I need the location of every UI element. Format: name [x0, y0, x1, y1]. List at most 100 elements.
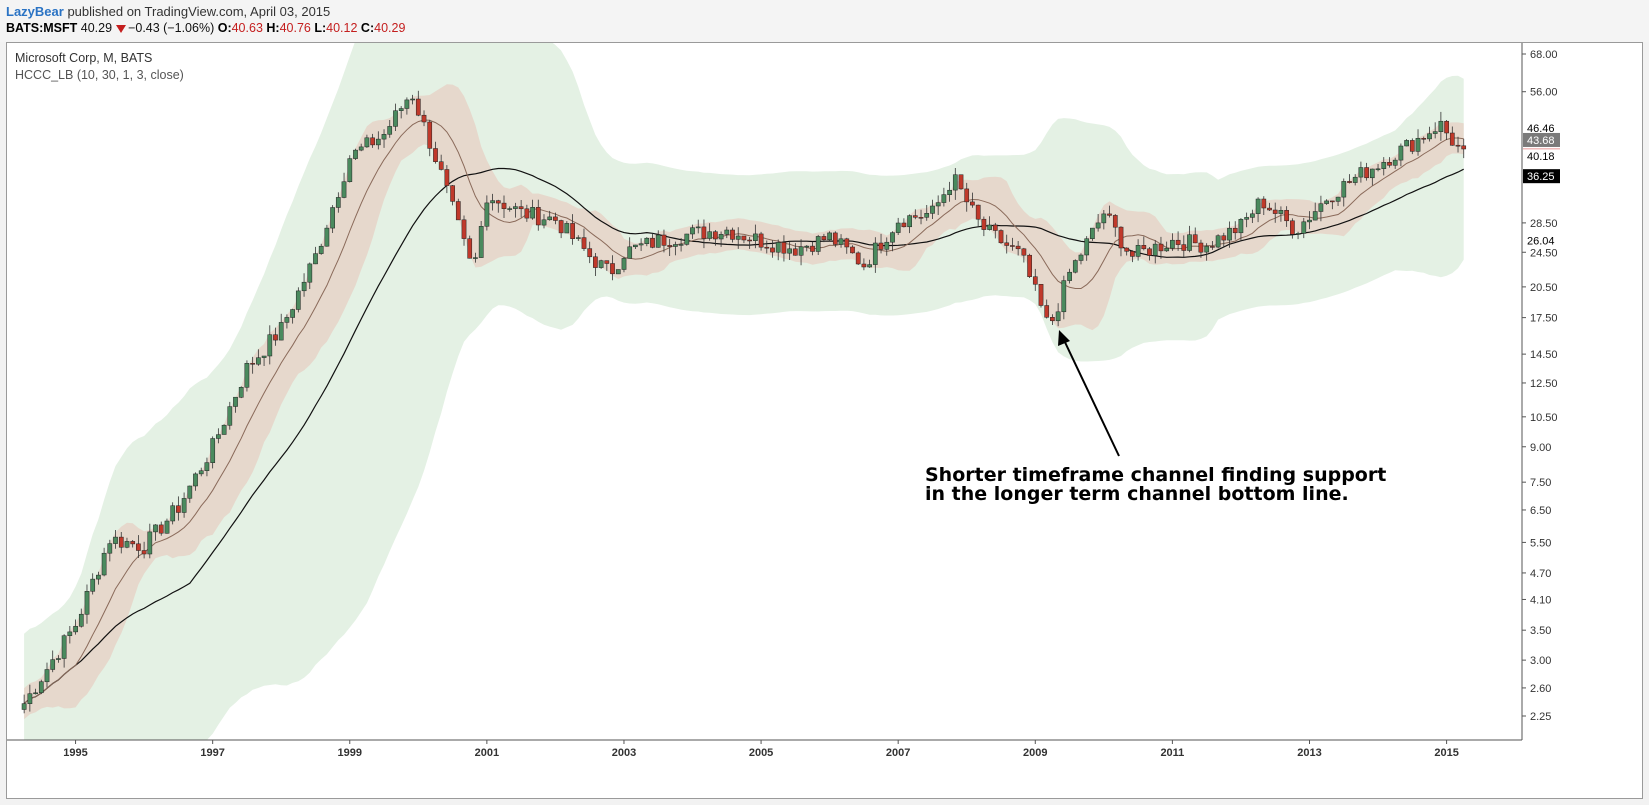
candle-up	[256, 357, 261, 365]
candle-up	[233, 396, 238, 407]
candle-down	[1038, 284, 1044, 306]
candle-up	[21, 703, 27, 710]
candle-down	[1147, 248, 1152, 256]
candle-down	[273, 334, 278, 341]
candle-up	[284, 317, 290, 323]
candle-up	[1427, 133, 1432, 140]
candle-down	[1130, 251, 1135, 257]
candle-up	[1250, 213, 1255, 218]
candle-down	[1387, 162, 1392, 166]
candle-up	[513, 206, 518, 209]
candle-up	[193, 473, 198, 487]
candle-down	[1050, 317, 1055, 322]
candle-up	[335, 197, 341, 208]
candle-up	[244, 363, 250, 388]
candle-down	[501, 202, 507, 209]
price-axis-label: 28.50	[1530, 218, 1558, 230]
candle-up	[627, 246, 633, 259]
candle-up	[1101, 213, 1107, 224]
candle-down	[455, 201, 461, 221]
price-axis-label: 14.50	[1530, 349, 1558, 361]
candle-down	[1267, 207, 1272, 211]
price-badge-bg	[1523, 149, 1560, 164]
candle-down	[770, 247, 775, 253]
symbol-label[interactable]: BATS:MSFT	[6, 21, 78, 35]
candle-up	[1227, 227, 1232, 241]
candle-down	[1118, 226, 1124, 249]
low-label: L:	[314, 21, 327, 35]
candle-down	[661, 234, 667, 246]
open-value: 40.63	[231, 21, 263, 35]
candle-down	[964, 188, 970, 203]
candle-down	[764, 246, 770, 249]
candle-up	[541, 219, 547, 226]
candle-up	[673, 244, 678, 247]
time-axis-label: 2001	[475, 747, 499, 759]
down-arrow-icon	[116, 24, 127, 33]
candle-down	[730, 229, 735, 240]
candle-up	[301, 281, 307, 292]
candle-up	[775, 242, 781, 253]
candle-down	[450, 185, 455, 202]
price-axis-label: 10.50	[1530, 412, 1558, 424]
candle-up	[410, 98, 415, 101]
candle-down	[1449, 132, 1455, 146]
price-badge-bg	[1523, 120, 1560, 135]
candle-up	[318, 245, 324, 254]
candle-up	[890, 232, 895, 243]
candle-up	[547, 216, 553, 221]
candle-up	[798, 246, 804, 256]
candle-up	[393, 110, 398, 127]
candle-up	[290, 309, 295, 318]
candle-down	[118, 536, 124, 548]
candle-down	[758, 233, 764, 248]
candle-up	[113, 536, 118, 544]
open-label: O:	[217, 21, 232, 35]
candle-up	[1084, 238, 1090, 256]
candle-down	[130, 541, 136, 545]
candle-up	[1335, 196, 1341, 202]
candle-down	[604, 260, 610, 264]
candle-down	[524, 208, 530, 219]
candle-down	[1141, 245, 1147, 250]
candle-up	[1278, 210, 1284, 214]
candle-down	[1329, 200, 1335, 203]
candle-up	[947, 189, 952, 195]
candle-down	[850, 246, 855, 254]
chart-frame[interactable]: 68.00 56.00 28.50 24.50 20.50 17.50 14.50 12.50…	[6, 42, 1643, 799]
author-link[interactable]: LazyBear	[6, 4, 64, 19]
candle-down	[467, 238, 473, 259]
candle-up	[1404, 140, 1409, 147]
candle-up	[295, 290, 301, 310]
candle-up	[753, 233, 758, 241]
candle-up	[952, 174, 958, 191]
candle-up	[96, 574, 101, 580]
candle-up	[387, 126, 393, 135]
candle-up	[867, 264, 872, 268]
candle-up	[404, 99, 410, 109]
candle-up	[330, 207, 335, 229]
candle-up	[1341, 181, 1347, 198]
candle-up	[638, 243, 644, 246]
candle-up	[1164, 247, 1170, 252]
candle-up	[815, 236, 821, 252]
high-label: H:	[266, 21, 280, 35]
candle-up	[44, 669, 50, 683]
candle-up	[181, 498, 187, 513]
candle-down	[176, 505, 181, 513]
candle-down	[1010, 245, 1015, 247]
candle-down	[1444, 120, 1449, 134]
price-chart[interactable]: 68.00 56.00 28.50 24.50 20.50 17.50 14.50 12.50…	[7, 43, 1642, 798]
price-axis-label: 9.00	[1530, 442, 1551, 454]
candle-down	[141, 550, 147, 555]
candle-up	[1055, 311, 1061, 322]
price-badge-bg	[1523, 132, 1560, 147]
candle-up	[198, 470, 204, 475]
price-badge: 26.04	[1527, 235, 1555, 247]
price-axis-label: 2.25	[1530, 711, 1551, 723]
time-axis-label: 2009	[1023, 747, 1047, 759]
candle-up	[238, 387, 244, 398]
candle-up	[1244, 217, 1249, 220]
candle-up	[324, 227, 330, 247]
candle-down	[250, 363, 255, 365]
